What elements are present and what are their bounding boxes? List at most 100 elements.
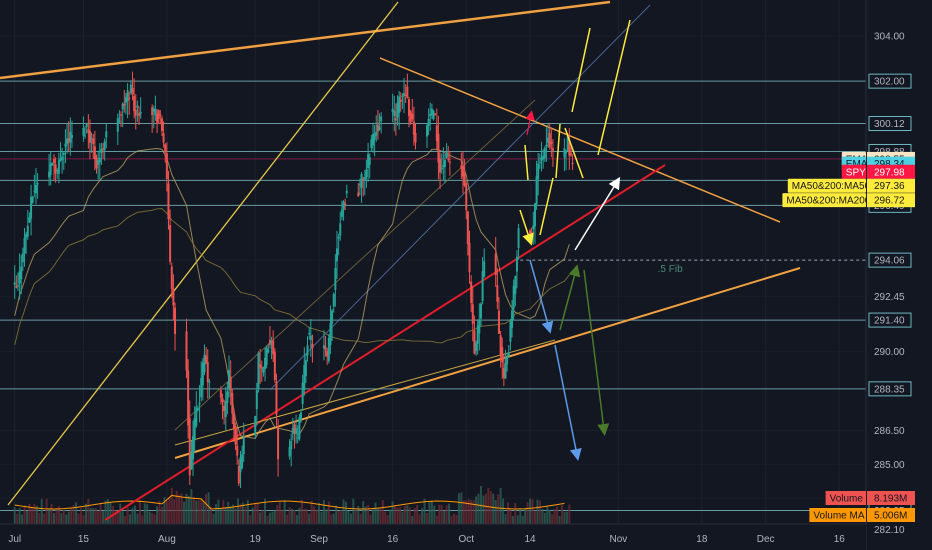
volume-bar xyxy=(229,506,232,524)
volume-bar xyxy=(156,506,159,524)
price-tags: EMA298.55EMA298.34SPY297.98MA50&200:MA50… xyxy=(782,151,915,522)
time-tick-label: Dec xyxy=(757,534,775,545)
candle-body xyxy=(93,146,96,159)
volume-bar xyxy=(256,503,259,524)
volume-bar xyxy=(210,506,213,524)
candle-body xyxy=(551,148,554,151)
candle-body xyxy=(435,125,438,142)
candle-body xyxy=(327,337,330,362)
volume-bar xyxy=(217,499,220,524)
candle-body xyxy=(311,343,314,349)
volume-bar xyxy=(261,510,264,524)
candle-body xyxy=(84,135,87,137)
arrow-down-green xyxy=(583,269,610,436)
price-tag-label: SPY xyxy=(846,167,866,178)
candle-body xyxy=(30,196,33,219)
candle-body xyxy=(481,271,484,301)
volume-bar xyxy=(467,499,470,524)
volume-bar xyxy=(423,498,426,524)
volume-bar xyxy=(548,509,551,524)
candle-body xyxy=(529,230,532,234)
candle-body xyxy=(411,114,414,120)
candle-body xyxy=(473,330,476,354)
candle-body xyxy=(466,211,469,244)
volume-bar xyxy=(13,507,16,524)
volume-bar xyxy=(391,501,394,524)
volume-bar xyxy=(35,505,38,524)
candle-body xyxy=(460,165,463,169)
time-tick-label: Sep xyxy=(310,534,328,545)
volume-bar xyxy=(560,504,563,524)
volume-bar xyxy=(197,500,200,524)
candle-body xyxy=(409,111,412,123)
candle-body xyxy=(378,127,381,130)
candle-body xyxy=(15,286,18,288)
volume-bar xyxy=(25,510,28,524)
candle-body xyxy=(164,144,167,153)
volume-bar xyxy=(153,514,156,524)
volume-bar xyxy=(526,502,529,524)
candle-body xyxy=(129,84,132,93)
candle-body xyxy=(437,133,440,163)
volume-bar xyxy=(65,514,68,524)
volume-bar xyxy=(516,515,519,524)
volume-bar xyxy=(106,499,109,524)
volume-bar xyxy=(477,493,480,524)
candle-body xyxy=(90,137,93,140)
candle-body xyxy=(48,171,51,178)
volume-bar xyxy=(315,509,318,524)
volume-bar xyxy=(541,509,544,524)
candle-body xyxy=(326,350,329,357)
volume-bar xyxy=(70,507,73,524)
volume-bar xyxy=(425,512,428,524)
volume-bar xyxy=(524,508,527,524)
candle-body xyxy=(277,426,280,460)
price-tag-label-box xyxy=(782,193,866,208)
candle-body xyxy=(569,153,572,156)
volume-bar xyxy=(556,506,559,524)
volume-bar xyxy=(443,510,446,524)
volume-bar xyxy=(116,512,119,524)
level-price-box xyxy=(868,312,912,328)
volume-bar xyxy=(23,505,26,524)
price-tag-label: MA50&200:MA50 xyxy=(792,181,871,192)
candle-body xyxy=(170,266,173,289)
candle-body xyxy=(265,347,268,366)
price-axis: 304.00302.00300.12298.88297.60296.49294.… xyxy=(865,0,932,550)
ma200-line xyxy=(14,208,570,345)
candle-body xyxy=(470,281,473,303)
volume-bar xyxy=(131,507,134,524)
candle-body xyxy=(483,261,486,277)
candle-body xyxy=(229,376,232,391)
volume-tag-value: 8.193M xyxy=(874,494,907,505)
volume-bar xyxy=(141,515,144,524)
candle-body xyxy=(475,343,478,352)
volume-bar xyxy=(119,503,122,524)
candle-body xyxy=(264,357,267,369)
candle-body xyxy=(92,138,95,145)
volume-bar xyxy=(479,485,482,524)
volume-bar xyxy=(438,504,441,524)
volume-bar xyxy=(465,500,468,524)
candle-body xyxy=(430,108,433,115)
volume-bar xyxy=(124,515,127,524)
candle-body xyxy=(360,174,363,188)
volume-bar xyxy=(472,500,475,524)
candle-body xyxy=(425,125,428,137)
volume-bar xyxy=(406,505,409,524)
candle-body xyxy=(56,170,59,172)
volume-bar xyxy=(430,500,433,524)
candle-body xyxy=(344,203,347,205)
candle-body xyxy=(188,418,191,476)
volume-bar xyxy=(428,500,431,524)
candle-body xyxy=(226,391,229,404)
candle-body xyxy=(542,156,545,160)
volume-bar xyxy=(440,504,443,524)
volume-bar xyxy=(381,500,384,524)
candle-body xyxy=(236,445,239,456)
candle-body xyxy=(511,310,514,328)
volume-bar xyxy=(487,487,490,524)
time-tick-label: 16 xyxy=(387,534,399,545)
candle-body xyxy=(497,310,500,334)
